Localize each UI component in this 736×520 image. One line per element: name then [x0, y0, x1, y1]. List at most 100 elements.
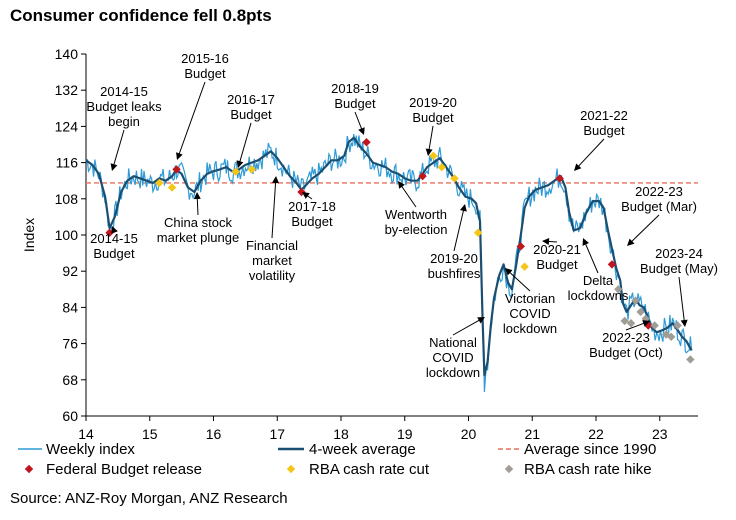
rba-cash-rate-hike-marker — [626, 319, 636, 328]
annotation-arrow — [583, 239, 599, 274]
annotation: China stock market plunge — [157, 192, 239, 245]
rba-cash-rate-hike-marker — [620, 316, 629, 326]
legend-rate-hike-swatch — [504, 464, 514, 474]
rba-cash-rate-cut-marker — [247, 165, 256, 174]
annotation: 2019-20 bushfires — [428, 204, 481, 281]
y-tick-label: 84 — [62, 299, 78, 315]
x-tick-label: 21 — [524, 426, 540, 442]
annotation: 2022-23 Budget (Oct) — [589, 320, 663, 360]
federal-budget-release-marker — [172, 165, 181, 174]
annotation-arrow — [506, 268, 531, 292]
marker-layer — [105, 138, 695, 364]
annotation-arrow — [628, 214, 660, 245]
annotation-arrowhead — [111, 226, 118, 234]
federal-budget-release-marker — [555, 174, 564, 183]
rba-cash-rate-hike-marker — [686, 355, 695, 364]
annotation-label: 2020-21 Budget — [533, 242, 581, 272]
rba-cash-rate-cut-marker — [450, 174, 459, 183]
chart-title: Consumer confidence fell 0.8pts — [10, 6, 272, 25]
legend-rate-cut-label: RBA cash rate cut — [309, 461, 430, 478]
legend-four-week-label: 4-week average — [309, 441, 416, 458]
legend-budget-label: Federal Budget release — [46, 461, 202, 478]
annotation-arrowhead — [193, 192, 201, 200]
annotation-label: 2014-15 Budget — [90, 231, 138, 261]
annotation-label: 2022-23 Budget (Mar) — [621, 184, 697, 214]
annotation-arrowhead — [459, 204, 467, 212]
y-tick-label: 76 — [62, 336, 78, 352]
annotation-label: 2023-24 Budget (May) — [640, 246, 718, 276]
annotation-arrowhead — [425, 148, 433, 156]
y-tick-label: 132 — [55, 82, 79, 98]
annotation: 2021-22 Budget — [574, 108, 628, 171]
rba-cash-rate-hike-marker — [673, 321, 682, 330]
rba-cash-rate-cut-marker — [520, 262, 529, 271]
annotation-layer: 2014-15 Budget leaks begin 2014-15 Budget 201… — [86, 51, 718, 380]
annotation-label: 2017-18 Budget — [288, 199, 336, 229]
annotation-label: 2019-20 bushfires — [428, 251, 481, 281]
annotation-arrowhead — [236, 160, 244, 168]
federal-budget-release-marker — [418, 171, 427, 181]
annotation-arrowhead — [477, 317, 485, 324]
annotation-arrow — [678, 276, 686, 326]
annotation-label: 2014-15 Budget leaks begin — [86, 84, 162, 129]
rba-cash-rate-cut-marker — [473, 228, 483, 237]
annotation: 2015-16 Budget — [176, 51, 229, 160]
annotation-arrowhead — [574, 163, 582, 171]
y-tick-label: 108 — [55, 191, 79, 207]
annotation-arrow — [452, 317, 484, 336]
rba-cash-rate-hike-marker — [614, 285, 623, 294]
rba-cash-rate-cut-marker — [155, 178, 164, 188]
annotation-arrowhead — [110, 163, 118, 171]
annotation: 2017-18 Budget — [288, 192, 336, 229]
annotation-arrowhead — [272, 176, 280, 184]
x-tick-label: 17 — [269, 426, 285, 442]
annotation-label: 2016-17 Budget — [227, 92, 275, 122]
rba-cash-rate-cut-marker — [167, 183, 177, 192]
annotation-label: Delta lockdowns — [568, 273, 629, 303]
x-tick-label: 16 — [206, 426, 222, 442]
legend-budget-swatch — [24, 464, 34, 474]
chart-axes: 60 68 76 84 92 100 108 116 124 132 140 14 15 16 17 18 19… — [21, 46, 698, 442]
annotation-arrowhead — [398, 181, 405, 189]
x-tick-label: 22 — [588, 426, 604, 442]
federal-budget-release-marker — [607, 260, 617, 269]
annotation-label: Financial market volatility — [246, 238, 298, 283]
legend-average-label: Average since 1990 — [524, 441, 656, 458]
annotation-arrowhead — [505, 268, 513, 276]
annotation-arrowhead — [627, 238, 635, 246]
four-week-series-layer — [85, 136, 693, 377]
annotation-arrow — [453, 205, 466, 252]
annotation-arrowhead — [680, 319, 688, 327]
annotation: National COVID lockdown — [426, 317, 485, 380]
annotation-arrowhead — [582, 238, 589, 246]
annotation-label: China stock market plunge — [157, 215, 239, 245]
annotation-arrow — [238, 122, 252, 167]
x-tick-label: 19 — [397, 426, 413, 442]
annotation: Victorian COVID lockdown — [503, 268, 557, 336]
rba-cash-rate-hike-marker — [631, 296, 640, 305]
annotation: 2014-15 Budget leaks begin — [86, 84, 162, 171]
federal-budget-release-marker — [362, 138, 371, 147]
y-tick-label: 124 — [55, 118, 79, 134]
legend-rate-hike-label: RBA cash rate hike — [524, 461, 652, 478]
annotation-arrowhead — [358, 127, 365, 135]
annotation-label: Victorian COVID lockdown — [503, 291, 557, 336]
annotation: Delta lockdowns — [568, 238, 629, 303]
x-tick-label: 23 — [652, 426, 668, 442]
annotation-arrowhead — [542, 237, 550, 245]
rba-cash-rate-cut-marker — [231, 167, 241, 176]
federal-budget-release-marker — [644, 321, 653, 330]
rba-cash-rate-hike-marker — [667, 332, 676, 342]
annotation: 2020-21 Budget — [533, 237, 581, 272]
four-week-average-line — [85, 136, 693, 377]
y-tick-label: 140 — [55, 46, 79, 62]
rba-cash-rate-cut-marker — [429, 151, 438, 161]
annotation: 2016-17 Budget — [227, 92, 275, 168]
x-tick-label: 20 — [461, 426, 477, 442]
annotation: 2019-20 Budget — [409, 95, 457, 156]
annotation: 2014-15 Budget — [90, 226, 138, 261]
annotation: 2018-19 Budget — [331, 81, 379, 135]
y-tick-label: 60 — [62, 408, 78, 424]
annotation: 2023-24 Budget (May) — [640, 246, 718, 327]
